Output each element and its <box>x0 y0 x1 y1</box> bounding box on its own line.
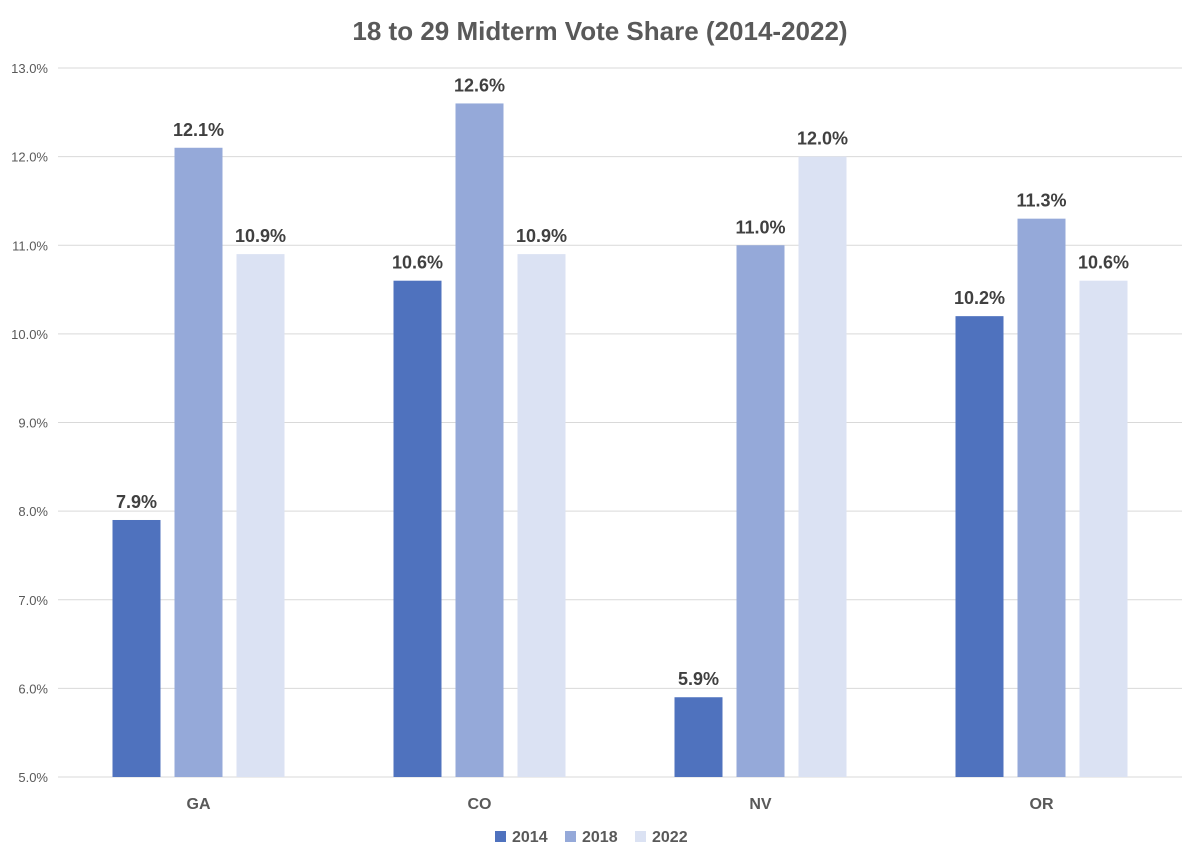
x-tick-label-or: OR <box>1030 796 1054 813</box>
y-tick-label: 12.0% <box>11 150 48 165</box>
bar-nv-2014 <box>674 697 723 777</box>
bar-co-2022 <box>517 254 566 778</box>
y-tick-label: 6.0% <box>18 681 48 696</box>
legend-swatch-2014 <box>495 831 506 842</box>
bar-or-2022 <box>1079 280 1128 777</box>
y-tick-label: 10.0% <box>11 327 48 342</box>
data-label-nv-2018: 11.0% <box>735 217 785 237</box>
x-axis-tick-labels: GA CO NV OR <box>187 796 1054 813</box>
bar-nv-2018 <box>736 245 785 777</box>
y-tick-label: 7.0% <box>18 593 48 608</box>
data-label-co-2014: 10.6% <box>392 253 443 273</box>
bar-nv-2022 <box>798 156 847 777</box>
chart-title: 18 to 29 Midterm Vote Share (2014-2022) <box>352 16 847 46</box>
data-label-ga-2014: 7.9% <box>116 492 157 512</box>
legend-label-2018: 2018 <box>582 829 618 846</box>
bar-co-2014 <box>393 280 442 777</box>
bar-ga-2014 <box>112 519 161 777</box>
bar-ga-2018 <box>174 147 223 777</box>
data-label-ga-2022: 10.9% <box>235 226 286 246</box>
legend-label-2014: 2014 <box>512 829 548 846</box>
legend-label-2022: 2022 <box>652 829 688 846</box>
legend-swatch-2018 <box>565 831 576 842</box>
legend-swatch-2022 <box>635 831 646 842</box>
bars <box>112 103 1128 778</box>
bar-or-2018 <box>1017 218 1066 778</box>
data-label-nv-2014: 5.9% <box>678 669 719 689</box>
data-label-co-2018: 12.6% <box>454 75 505 95</box>
y-tick-label: 9.0% <box>18 416 48 431</box>
x-tick-label-co: CO <box>468 796 492 813</box>
data-label-or-2014: 10.2% <box>954 288 1005 308</box>
y-tick-label: 5.0% <box>18 770 48 785</box>
bar-ga-2022 <box>236 254 285 778</box>
y-tick-label: 8.0% <box>18 504 48 519</box>
bar-or-2014 <box>955 316 1004 777</box>
bar-co-2018 <box>455 103 504 777</box>
legend: 2014 2018 2022 <box>495 829 688 846</box>
y-tick-label: 13.0% <box>11 61 48 76</box>
data-label-or-2018: 11.3% <box>1016 191 1066 211</box>
data-label-nv-2022: 12.0% <box>797 129 848 149</box>
data-label-or-2022: 10.6% <box>1078 253 1129 273</box>
y-axis-tick-labels: 5.0% 6.0% 7.0% 8.0% 9.0% 10.0% 11.0% 12.0% 13.0% <box>11 61 48 785</box>
y-tick-label: 11.0% <box>12 238 48 253</box>
gridlines <box>58 67 1182 778</box>
data-labels: 7.9% 12.1% 10.9% 10.6% 12.6% 10.9% 5.9% 11.0% 12… <box>116 75 1129 689</box>
data-label-co-2022: 10.9% <box>516 226 567 246</box>
x-tick-label-ga: GA <box>187 796 211 813</box>
data-label-ga-2018: 12.1% <box>173 120 224 140</box>
x-tick-label-nv: NV <box>749 796 772 813</box>
